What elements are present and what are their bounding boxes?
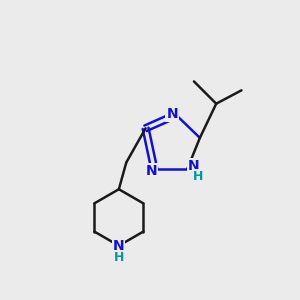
Text: H: H xyxy=(114,250,124,263)
Text: N: N xyxy=(166,107,178,121)
Text: N: N xyxy=(188,159,200,173)
Text: N: N xyxy=(113,239,125,253)
Text: N: N xyxy=(146,164,157,178)
Text: H: H xyxy=(193,169,203,183)
